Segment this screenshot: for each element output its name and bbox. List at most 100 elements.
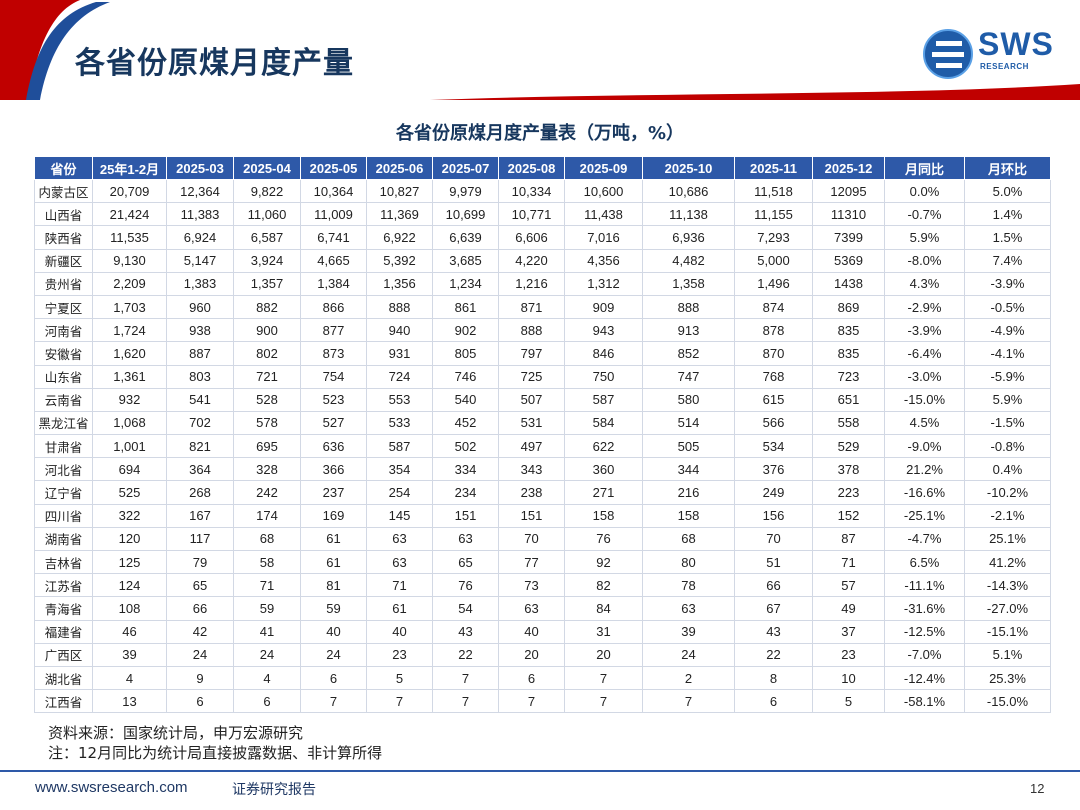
table-row: 辽宁省 525 268 242 237 254 234 238 271 216 249 223 -16.… (34, 480, 1051, 505)
value-cell: 846 (564, 341, 643, 366)
column-header: 月同比 (884, 156, 965, 180)
value-cell: 117 (166, 526, 234, 552)
value-cell: 63 (366, 526, 433, 552)
value-cell: 528 (233, 387, 301, 412)
value-cell: 254 (366, 480, 433, 505)
footer-url[interactable]: www.swsresearch.com (35, 779, 188, 796)
value-cell: 4.5% (884, 410, 965, 436)
value-cell: -25.1% (884, 503, 965, 528)
table-row: 宁夏区 1,703 960 882 866 888 861 871 909 888 874 869 -2… (34, 294, 1051, 320)
value-cell: 24 (166, 642, 234, 667)
value-cell: 869 (812, 294, 885, 320)
value-cell: 63 (366, 549, 433, 575)
value-cell: 1438 (812, 271, 885, 296)
province-cell: 河北省 (34, 457, 93, 482)
value-cell: 452 (432, 410, 499, 436)
column-header: 2025-03 (166, 156, 234, 180)
value-cell: 20 (498, 642, 565, 667)
value-cell: 1.4% (964, 202, 1051, 227)
value-cell: 271 (564, 480, 643, 505)
value-cell: 7.4% (964, 248, 1051, 273)
table-row: 湖南省 120 117 68 61 63 63 70 76 68 70 87 -4.7% 25.1% (34, 526, 1051, 552)
value-cell: 6 (300, 665, 367, 691)
value-cell: -14.3% (964, 573, 1051, 598)
value-cell: 25.1% (964, 526, 1051, 552)
value-cell: 553 (366, 387, 433, 412)
value-cell: 40 (366, 619, 433, 644)
value-cell: 0.4% (964, 457, 1051, 482)
value-cell: 4 (233, 665, 301, 691)
value-cell: -0.5% (964, 294, 1051, 320)
value-cell: 11310 (812, 202, 885, 227)
value-cell: -12.5% (884, 619, 965, 644)
province-cell: 辽宁省 (34, 480, 93, 505)
value-cell: 909 (564, 294, 643, 320)
value-cell: 797 (498, 341, 565, 366)
value-cell: 31 (564, 619, 643, 644)
value-cell: 871 (498, 294, 565, 320)
value-cell: 63 (642, 596, 735, 621)
value-cell: 70 (734, 526, 813, 552)
sws-logo: SWS RESEARCH (922, 26, 1062, 79)
value-cell: 6,639 (432, 225, 499, 250)
province-cell: 江西省 (34, 689, 93, 714)
value-cell: -58.1% (884, 689, 965, 714)
value-cell: 73 (498, 573, 565, 598)
value-cell: 156 (734, 503, 813, 528)
value-cell: 888 (642, 294, 735, 320)
value-cell: 507 (498, 387, 565, 412)
table-row: 山东省 1,361 803 721 754 724 746 725 750 747 768 723 -3… (34, 364, 1051, 389)
table-row: 江苏省 124 65 71 81 71 76 73 82 78 66 57 -11.1% -14.3% (34, 573, 1051, 598)
value-cell: 702 (166, 410, 234, 436)
value-cell: 78 (642, 573, 735, 598)
value-cell: 7 (432, 689, 499, 714)
table-row: 安徽省 1,620 887 802 873 931 805 797 846 852 870 835 -6… (34, 341, 1051, 366)
value-cell: 65 (432, 549, 499, 575)
value-cell: 10,686 (642, 178, 735, 204)
value-cell: 694 (92, 457, 167, 482)
table-row: 吉林省 125 79 58 61 63 65 77 92 80 51 71 6.5% 41.2% (34, 549, 1051, 575)
footnote: 注：12月同比为统计局直接披露数据、非计算所得 (48, 744, 383, 762)
value-cell: 366 (300, 457, 367, 482)
value-cell: 5.9% (964, 387, 1051, 412)
value-cell: 10,827 (366, 178, 433, 204)
value-cell: 61 (300, 549, 367, 575)
value-cell: 723 (812, 364, 885, 389)
value-cell: 6 (734, 689, 813, 714)
value-cell: 68 (233, 526, 301, 552)
value-cell: 71 (812, 549, 885, 575)
province-cell: 江苏省 (34, 573, 93, 598)
value-cell: 1,312 (564, 271, 643, 296)
column-header: 2025-09 (564, 156, 643, 180)
value-cell: 7,016 (564, 225, 643, 250)
value-cell: 6 (166, 689, 234, 714)
footer-divider (0, 770, 1080, 772)
table-row: 福建省 46 42 41 40 40 43 40 31 39 43 37 -12.5% -15.1% (34, 619, 1051, 644)
value-cell: 531 (498, 410, 565, 436)
value-cell: 39 (92, 642, 167, 667)
value-cell: 615 (734, 387, 813, 412)
value-cell: 1,724 (92, 318, 167, 343)
value-cell: 66 (734, 573, 813, 598)
value-cell: 238 (498, 480, 565, 505)
value-cell: 11,138 (642, 202, 735, 227)
value-cell: 5.1% (964, 642, 1051, 667)
value-cell: 58 (233, 549, 301, 575)
value-cell: 2,209 (92, 271, 167, 296)
province-cell: 河南省 (34, 318, 93, 343)
value-cell: 6,741 (300, 225, 367, 250)
value-cell: 803 (166, 364, 234, 389)
page-number: 12 (1030, 781, 1045, 796)
value-cell: 6 (498, 665, 565, 691)
value-cell: 4 (92, 665, 167, 691)
value-cell: 24 (300, 642, 367, 667)
value-cell: 51 (734, 549, 813, 575)
value-cell: 940 (366, 318, 433, 343)
value-cell: 9,822 (233, 178, 301, 204)
value-cell: 580 (642, 387, 735, 412)
table-row: 河南省 1,724 938 900 877 940 902 888 943 913 878 835 -3… (34, 318, 1051, 343)
value-cell: 7 (564, 665, 643, 691)
value-cell: 65 (166, 573, 234, 598)
value-cell: 21,424 (92, 202, 167, 227)
province-cell: 湖南省 (34, 526, 93, 552)
